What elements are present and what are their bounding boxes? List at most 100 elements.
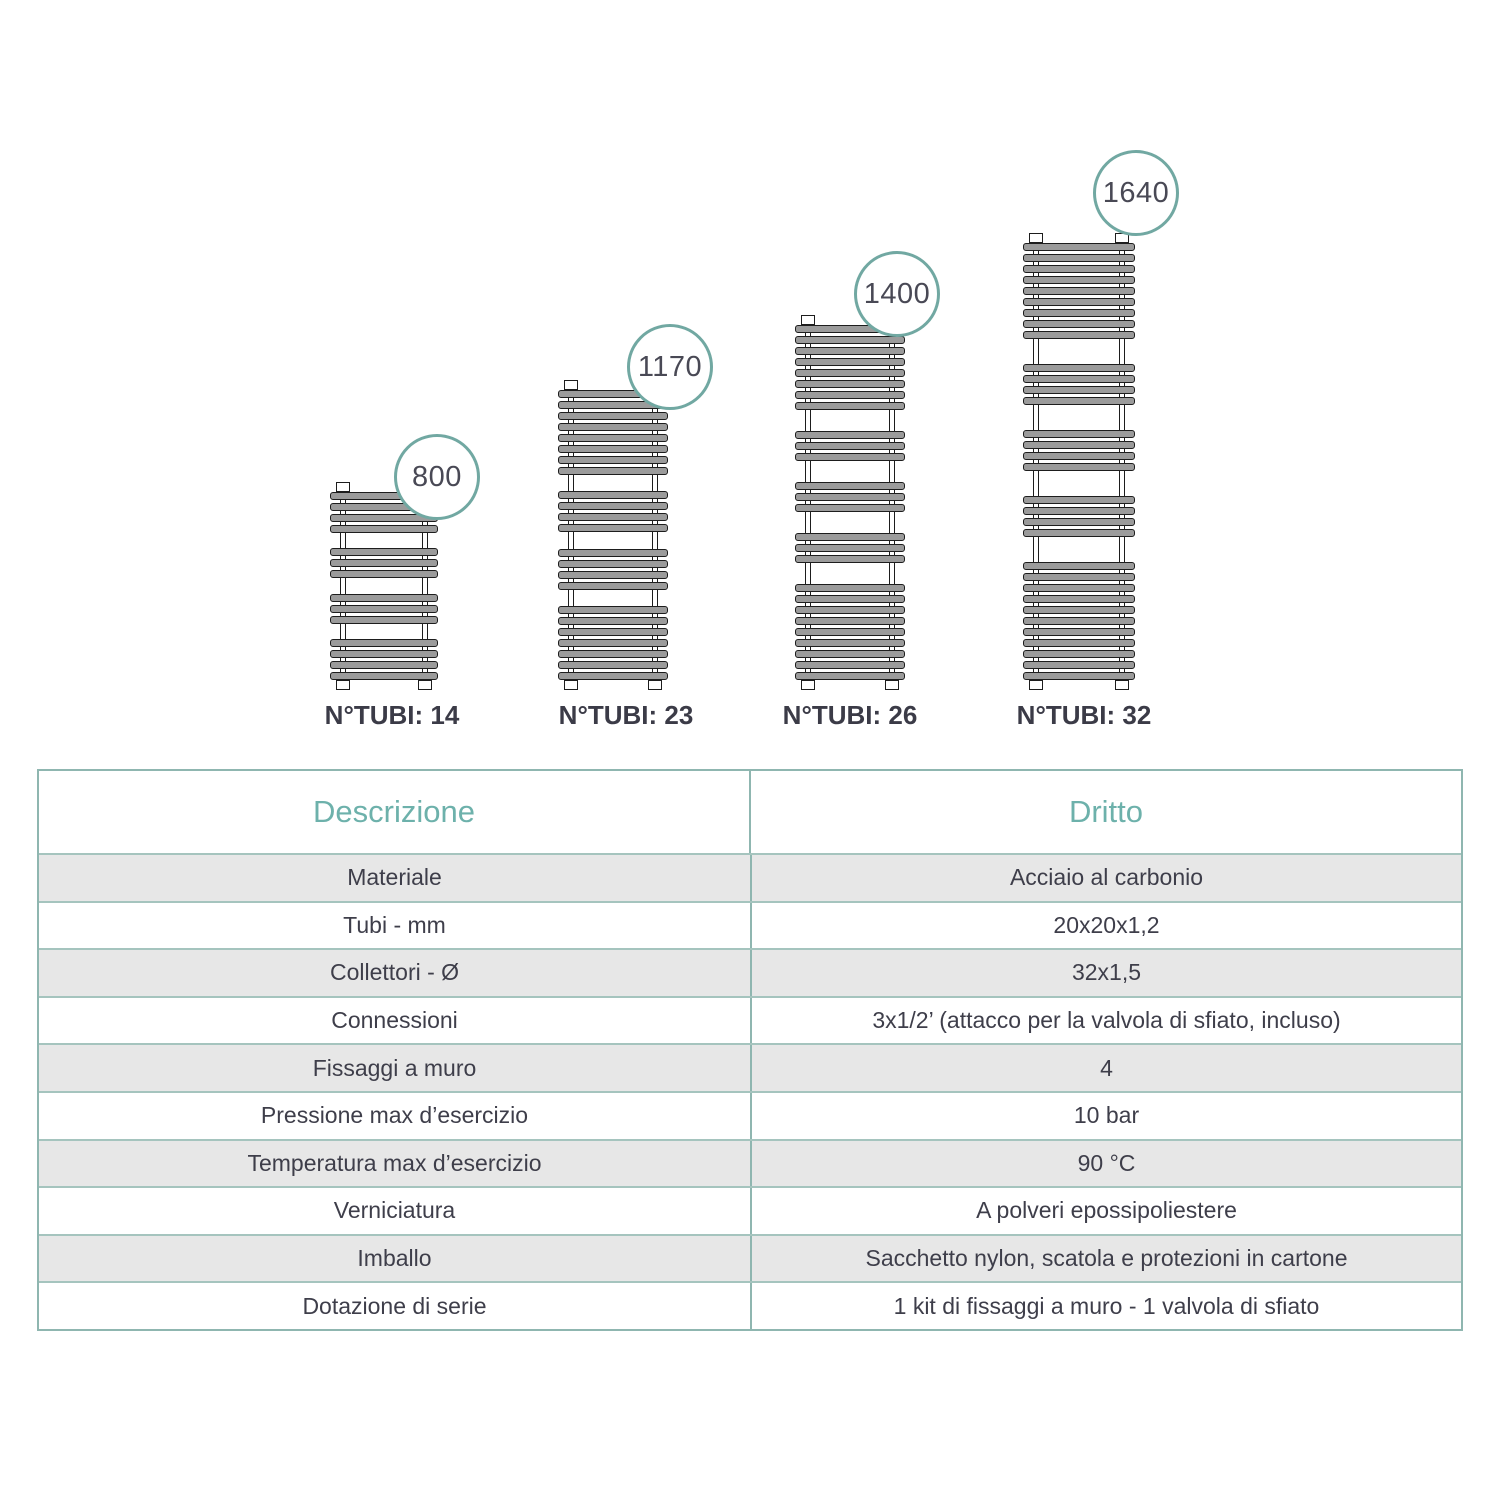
- radiator-end-cap: [801, 680, 815, 690]
- tube: [795, 336, 905, 344]
- spec-value: 1 kit di fissaggi a muro - 1 valvola di …: [750, 1283, 1461, 1329]
- tube: [330, 525, 438, 533]
- tube: [558, 570, 668, 579]
- tube: [330, 615, 438, 624]
- tube: [795, 628, 905, 636]
- tube: [1023, 672, 1135, 680]
- tube: [795, 639, 905, 647]
- tube: [558, 605, 668, 614]
- tube-group: [795, 533, 905, 563]
- tube: [795, 402, 905, 410]
- spec-label: Tubi - mm: [343, 911, 446, 938]
- tube-group: [1023, 430, 1135, 471]
- spec-label: Connessioni: [331, 1007, 458, 1034]
- tube: [1023, 606, 1135, 614]
- tube: [1023, 496, 1135, 504]
- radiator-end-cap: [336, 482, 350, 492]
- spec-value: 10 bar: [750, 1092, 1461, 1139]
- tube: [330, 649, 438, 658]
- tube: [1023, 320, 1135, 328]
- radiator-1400: [795, 315, 905, 690]
- tube: [795, 347, 905, 355]
- tube: [558, 649, 668, 658]
- tube: [1023, 254, 1135, 262]
- tube: [1023, 287, 1135, 295]
- height-badge-1170: 1170: [627, 324, 713, 410]
- tube: [558, 456, 668, 464]
- radiator-1640: [1023, 233, 1135, 690]
- tube-group: [330, 593, 438, 624]
- spec-label: Verniciatura: [333, 1197, 456, 1224]
- tube: [558, 412, 668, 420]
- tube-group: [330, 638, 438, 680]
- tube-group: [558, 548, 668, 590]
- tube: [1023, 430, 1135, 438]
- tube: [558, 616, 668, 625]
- tube-group: [1023, 243, 1135, 339]
- tube: [795, 493, 905, 501]
- radiator-tubes: [1023, 243, 1135, 680]
- tube-count-label-1400: N°TUBI: 26: [782, 700, 918, 730]
- radiator-1170: [558, 380, 668, 690]
- spec-label: Imballo: [357, 1245, 432, 1272]
- tube: [1023, 243, 1135, 251]
- tube: [1023, 529, 1135, 537]
- spec-value: 3x1/2’ (attacco per la valvola di sfiato…: [750, 997, 1461, 1044]
- tube: [558, 548, 668, 557]
- tube: [558, 581, 668, 590]
- height-badge-1400: 1400: [854, 251, 940, 337]
- tube-group: [1023, 496, 1135, 537]
- tube: [558, 559, 668, 568]
- tube: [330, 604, 438, 613]
- tube: [330, 559, 438, 568]
- tube-group: [330, 548, 438, 579]
- tube: [558, 445, 668, 453]
- tube: [795, 504, 905, 512]
- tube-group: [558, 390, 668, 475]
- radiator-end-cap: [418, 680, 432, 690]
- tube: [795, 595, 905, 603]
- spec-value: A polveri epossipoliestere: [750, 1188, 1461, 1234]
- radiator-end-cap: [648, 680, 662, 690]
- tube: [330, 548, 438, 557]
- tube: [795, 650, 905, 658]
- radiator-end-cap: [564, 680, 578, 690]
- col-header-descrizione: Descrizione: [313, 794, 475, 829]
- tube: [795, 544, 905, 552]
- spec-row-8: Verniciatura A polveri epossipoliestere: [39, 1186, 1461, 1234]
- tube: [1023, 639, 1135, 647]
- tube: [1023, 562, 1135, 570]
- tube: [1023, 397, 1135, 405]
- tube: [795, 482, 905, 490]
- tube-count-label-1170: N°TUBI: 23: [558, 700, 694, 730]
- tube: [1023, 573, 1135, 581]
- radiator-end-cap: [1115, 680, 1129, 690]
- spec-value: Sacchetto nylon, scatola e protezioni in…: [750, 1235, 1461, 1282]
- tube: [795, 391, 905, 399]
- radiator-end-cap: [801, 315, 815, 325]
- radiator-tubes: [795, 325, 905, 680]
- tube: [1023, 386, 1135, 394]
- tube: [1023, 331, 1135, 339]
- spec-row-2: Tubi - mm 20x20x1,2: [39, 900, 1461, 949]
- tube: [1023, 650, 1135, 658]
- tube: [1023, 661, 1135, 669]
- tube: [558, 638, 668, 647]
- tube: [558, 467, 668, 475]
- spec-row-3: Collettori - Ø 32x1,5: [39, 948, 1461, 996]
- tube-group: [558, 491, 668, 533]
- height-badge-800: 800: [394, 434, 480, 520]
- tube: [1023, 364, 1135, 372]
- tube-group: [795, 325, 905, 410]
- tube: [558, 423, 668, 431]
- radiator-end-cap: [1029, 680, 1043, 690]
- tube: [1023, 463, 1135, 471]
- spec-row-1: Materiale Acciaio al carbonio: [39, 853, 1461, 901]
- tube: [330, 671, 438, 680]
- tube: [795, 555, 905, 563]
- tube: [795, 584, 905, 592]
- tube: [558, 524, 668, 533]
- spec-table-body: Materiale Acciaio al carbonio Tubi - mm 20x…: [39, 853, 1461, 1329]
- radiator-800: [330, 482, 438, 690]
- tube: [330, 660, 438, 669]
